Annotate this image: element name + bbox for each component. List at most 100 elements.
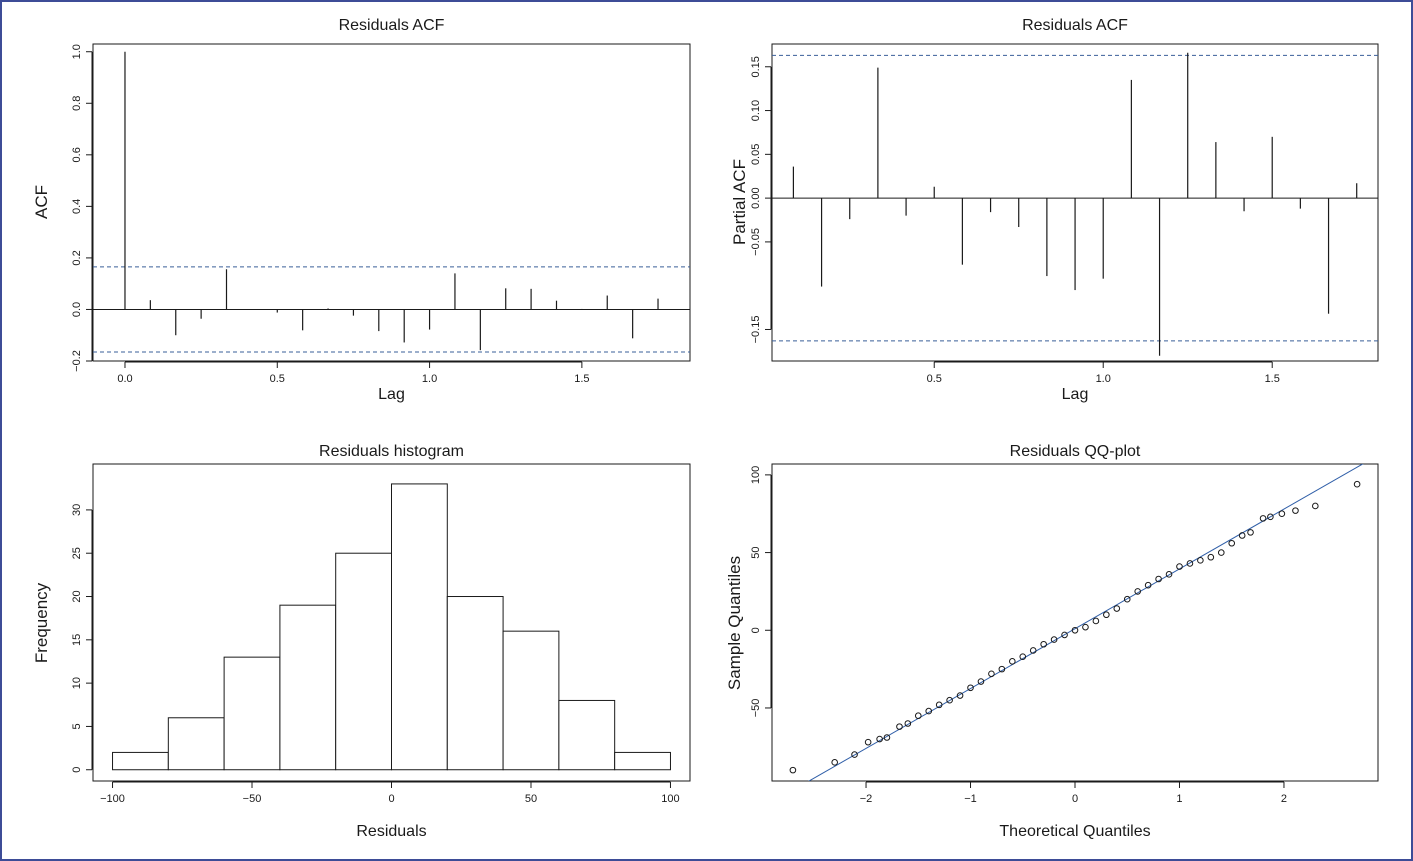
plot-box [771,463,1379,782]
x-tick-label: 1.5 [574,373,589,385]
qq-point [956,692,964,699]
y-tick-label: −0.05 [750,228,762,256]
histogram-bar [446,596,504,771]
qq-point [1165,571,1173,578]
x-tick-label: 0 [388,793,394,805]
qq-point [1123,595,1131,603]
qq-point [1092,617,1100,625]
qq-point [1144,581,1152,589]
y-tick-label: 0.2 [71,250,83,265]
x-tick-label: 2 [1281,793,1287,805]
y-tick-label: 50 [750,546,762,558]
y-tick-label: 0 [71,767,83,773]
y-axis-label: ACF [32,185,51,219]
x-axis-label: Lag [378,386,405,403]
x-tick-label: −2 [860,793,873,805]
qq-point [925,707,933,715]
qq-point [1278,510,1286,518]
x-axis-label: Residuals [356,823,426,840]
qq-point [967,684,974,692]
qq-point [914,712,922,720]
qq-point [946,696,953,704]
x-tick-label: 0 [1072,793,1078,805]
y-tick-label: 0.0 [71,302,83,317]
x-tick-label: −50 [243,793,262,805]
histogram-panel: Residuals histogram Residuals Frequency −10… [32,443,691,840]
y-tick-label: −0.2 [71,350,83,372]
x-tick-label: 0.5 [927,373,942,385]
y-tick-label: 0.15 [750,56,762,77]
y-tick-label: 0.10 [750,100,762,121]
qq-point [851,751,858,758]
y-tick-label: 1.0 [71,44,83,59]
x-tick-label: 50 [525,793,537,805]
qq-point [935,701,943,709]
qq-point [1238,532,1246,539]
chart-title: Residuals ACF [1022,17,1128,34]
qq-point [1050,636,1058,643]
y-tick-label: 30 [71,504,83,516]
qq-point [1155,575,1162,583]
qq-point [1009,658,1016,665]
x-tick-label: 1.0 [1096,373,1111,385]
qq-point [1071,626,1079,634]
qqplot-panel: Residuals QQ-plot Theoretical Quantiles Sa… [725,443,1379,840]
qq-point [1019,653,1027,660]
x-tick-label: −100 [100,793,125,805]
histogram-bar [223,656,281,771]
x-tick-label: 1 [1176,793,1182,805]
qq-point [904,720,912,727]
qq-point [1312,502,1319,510]
acf-panel: Residuals ACF Lag ACF 0.0 0.5 1.0 1.5 −0.2 0.0 0.… [32,17,691,403]
chart-title: Residuals ACF [339,17,445,34]
y-tick-label: 0.8 [71,96,83,111]
y-tick-label: 5 [71,723,83,729]
pacf-panel: Residuals ACF Lag Partial ACF 0.5 1.0 1.5 −0.1… [730,17,1379,403]
y-axis-label: Sample Quantiles [725,556,744,690]
y-tick-label: 10 [71,677,83,689]
x-tick-label: 0.5 [270,373,285,385]
qq-point [1267,513,1274,521]
qq-point [1292,507,1299,514]
qq-point [896,723,903,730]
y-tick-label: 25 [71,547,83,559]
histogram-bar [502,630,560,771]
qq-point [1040,640,1047,648]
histogram-bar [335,552,392,771]
y-tick-label: 0.4 [71,199,83,214]
y-axis-label: Partial ACF [730,159,749,245]
qq-point [1134,588,1141,595]
x-tick-label: 100 [661,793,679,805]
y-tick-label: 0.6 [71,147,83,162]
qq-point [789,766,797,774]
y-tick-label: −50 [750,699,762,718]
qq-point [831,759,838,766]
x-tick-label: 0.0 [117,373,132,385]
x-tick-label: −1 [964,793,977,805]
qq-point [998,665,1006,673]
y-tick-label: 0.05 [750,144,762,165]
y-tick-label: 0 [750,627,762,633]
y-tick-label: 0.00 [750,187,762,208]
histogram-bar [279,604,337,771]
chart-title: Residuals histogram [319,443,464,460]
y-axis-label: Frequency [32,582,51,663]
qq-point [883,734,891,741]
plot-box [771,43,1379,362]
qq-point [1113,605,1121,612]
qq-point [1228,539,1236,547]
histogram-bar [112,751,169,771]
x-axis-label: Theoretical Quantiles [999,823,1150,840]
qq-point [1176,563,1183,570]
histogram-bar [614,751,671,771]
qq-point [1103,611,1110,619]
qq-point [988,670,995,678]
y-tick-label: −0.15 [750,316,762,344]
histogram-bar [391,483,448,771]
qq-point [1197,557,1204,564]
qq-point [977,678,985,685]
qq-point [1029,647,1037,654]
qq-point [876,735,883,743]
qq-point [1217,549,1225,556]
